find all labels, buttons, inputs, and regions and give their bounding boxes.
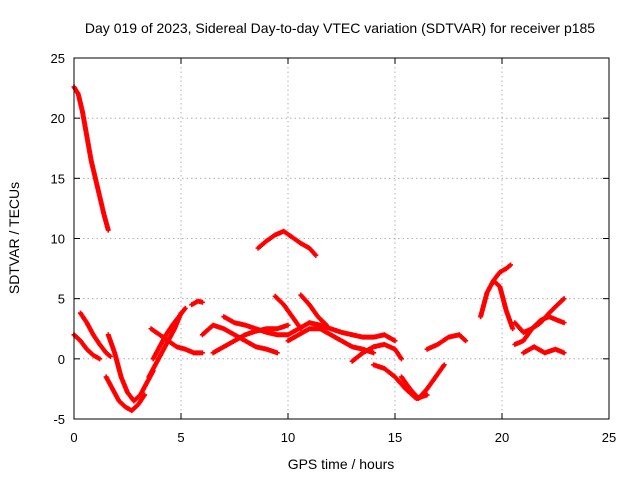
axis-ticks: 0 5 10 15 20 25 -5 0 5 10 15 20 25 — [51, 51, 617, 445]
data-point — [392, 338, 398, 344]
y-tick-label-1: 0 — [58, 352, 65, 367]
data-point — [561, 350, 567, 356]
series-track-17 — [306, 320, 398, 344]
data-point — [441, 362, 447, 368]
series-track-2 — [255, 228, 319, 258]
data-points — [71, 84, 567, 414]
x-axis-title: GPS time / hours — [288, 456, 395, 472]
y-axis-title: SDTVAR / TECUs — [6, 182, 22, 294]
data-point — [510, 326, 516, 332]
series-track-4 — [71, 332, 103, 362]
series-track-3 — [77, 310, 113, 359]
series-track-23 — [490, 262, 514, 284]
data-point — [561, 320, 567, 326]
series-track-25 — [512, 314, 567, 347]
series-track-5 — [103, 374, 148, 414]
y-tick-label-5: 20 — [51, 111, 65, 126]
y-tick-label-3: 10 — [51, 232, 65, 247]
series-track-24 — [512, 296, 567, 335]
y-tick-label-4: 15 — [51, 171, 65, 186]
series-track-26 — [520, 344, 567, 356]
x-tick-label-4: 20 — [495, 430, 509, 445]
grid-lines — [74, 58, 609, 419]
data-point — [561, 296, 567, 302]
series-track-1 — [71, 84, 111, 233]
x-tick-label-0: 0 — [70, 430, 77, 445]
series-track-10 — [189, 298, 205, 308]
series-track-18 — [349, 341, 404, 364]
data-point — [508, 262, 514, 268]
data-point — [142, 392, 148, 398]
series-track-13 — [221, 314, 312, 338]
data-point — [105, 227, 111, 233]
data-point — [398, 356, 404, 362]
x-tick-label-3: 15 — [388, 430, 402, 445]
x-tick-label-1: 5 — [177, 430, 184, 445]
x-tick-label-2: 10 — [281, 430, 295, 445]
y-tick-label-2: 5 — [58, 292, 65, 307]
data-point — [285, 322, 291, 328]
series-track-16 — [285, 326, 377, 356]
series-track-9 — [148, 326, 205, 356]
series-track-22 — [478, 278, 516, 332]
x-tick-label-5: 25 — [602, 430, 616, 445]
data-point — [424, 392, 430, 398]
data-point — [313, 252, 319, 258]
series-track-21 — [424, 332, 469, 352]
data-point — [107, 353, 113, 359]
data-point — [371, 350, 377, 356]
y-tick-label-0: -5 — [53, 412, 65, 427]
data-point — [274, 350, 280, 356]
series-track-6 — [105, 332, 156, 404]
chart-title: Day 019 of 2023, Sidereal Day-to-day VTE… — [85, 20, 595, 36]
series-track-15 — [298, 292, 330, 328]
data-point — [182, 305, 188, 311]
data-point — [199, 350, 205, 356]
series-track-20 — [398, 362, 447, 402]
data-point — [298, 326, 304, 332]
data-point — [199, 299, 205, 305]
data-point — [463, 338, 469, 344]
data-point — [97, 356, 103, 362]
y-tick-label-6: 25 — [51, 51, 65, 66]
series-track-14 — [272, 293, 304, 332]
series-track-8 — [150, 305, 188, 362]
